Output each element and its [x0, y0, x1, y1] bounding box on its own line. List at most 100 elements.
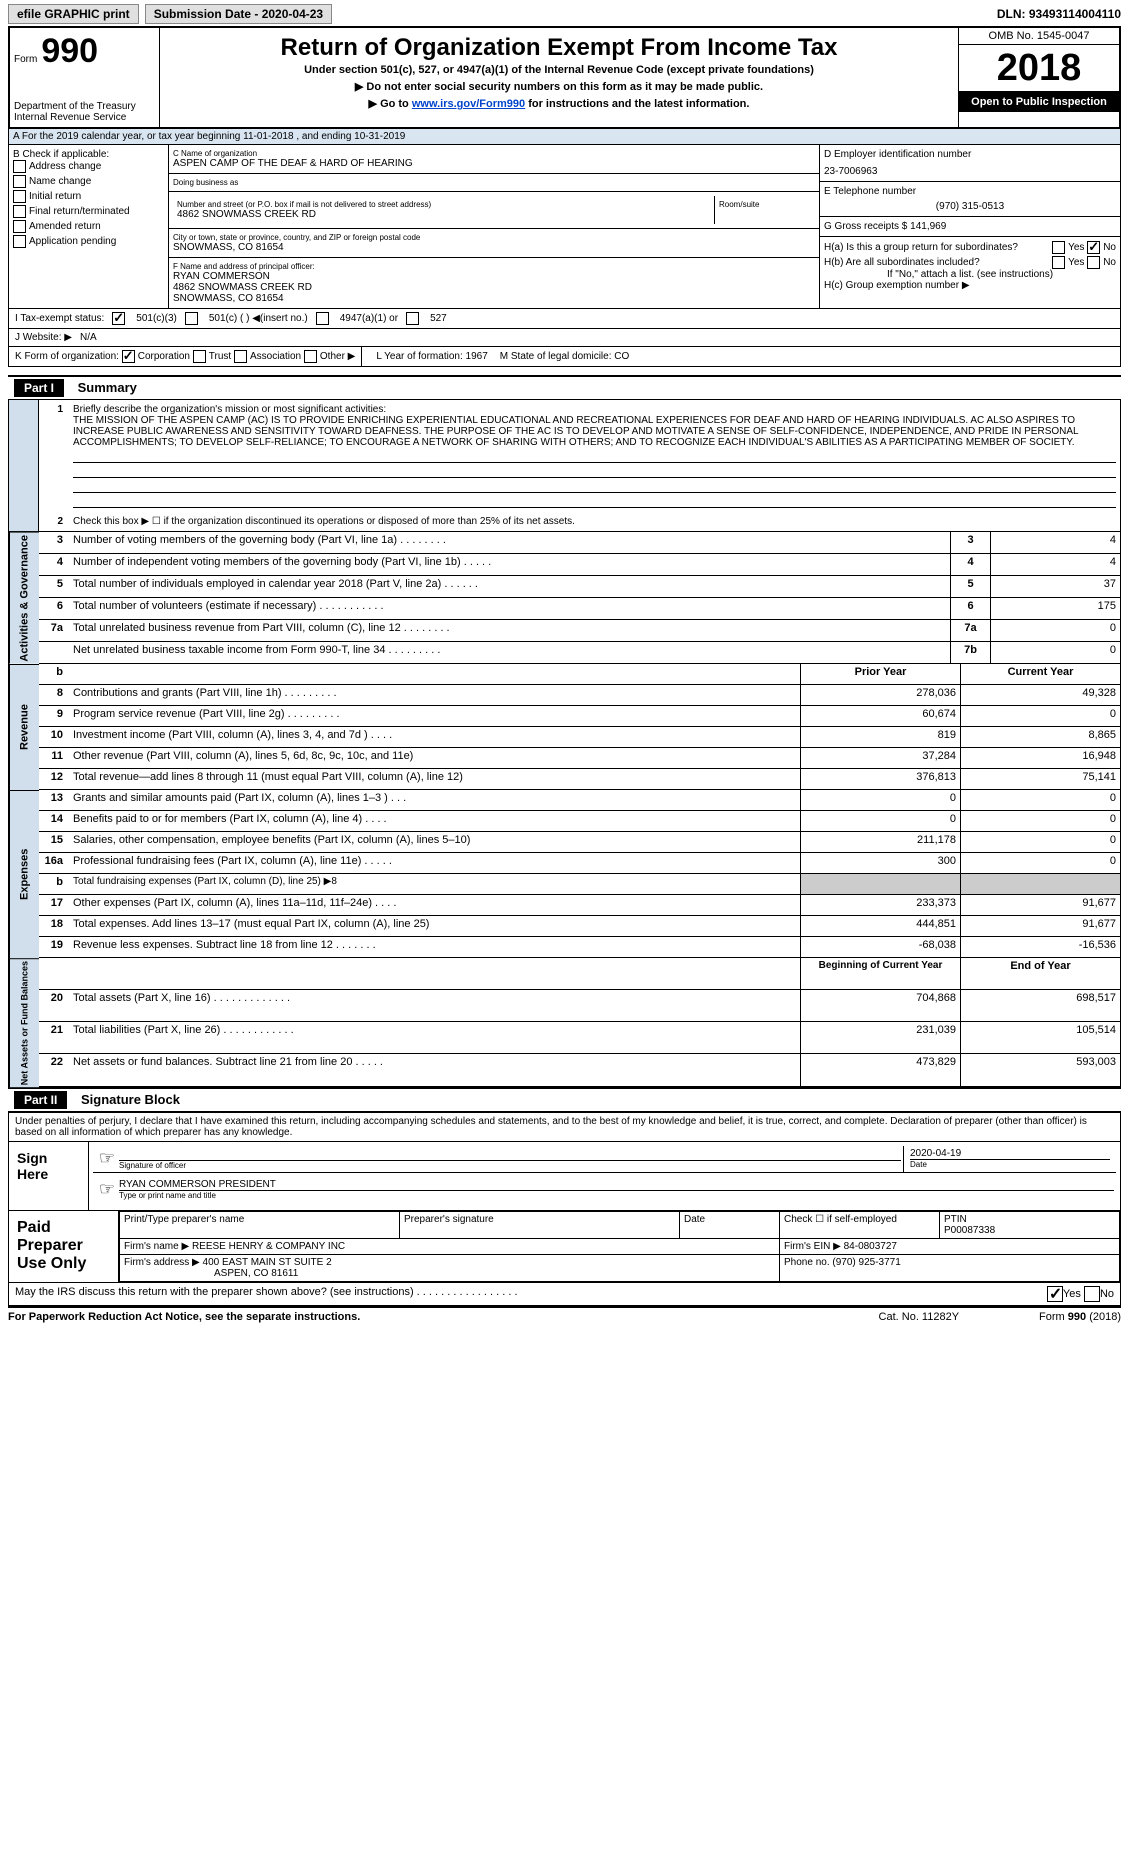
perjury-intro: Under penalties of perjury, I declare th…: [9, 1113, 1120, 1142]
501c3-checkbox[interactable]: [112, 312, 125, 325]
h-c-label: H(c) Group exemption number ▶: [824, 280, 1116, 291]
preparer-table: Print/Type preparer's name Preparer's si…: [119, 1211, 1120, 1282]
final-row: For Paperwork Reduction Act Notice, see …: [8, 1306, 1121, 1326]
l13-py: 0: [800, 790, 960, 811]
amended-return-checkbox[interactable]: [13, 220, 26, 233]
form-org-label: K Form of organization:: [15, 351, 119, 362]
527-checkbox[interactable]: [406, 312, 419, 325]
net-assets-grid: Net Assets or Fund Balances Beginning of…: [8, 958, 1121, 1087]
l20-py: 704,868: [800, 990, 960, 1022]
side-netassets: Net Assets or Fund Balances: [9, 958, 39, 1087]
other-checkbox[interactable]: [304, 350, 317, 363]
activities-governance-grid: Activities & Governance 3Number of votin…: [8, 532, 1121, 664]
top-bar: efile GRAPHIC print Submission Date - 20…: [8, 4, 1121, 24]
initial-return-checkbox[interactable]: [13, 190, 26, 203]
irs-link[interactable]: www.irs.gov/Form990: [412, 98, 525, 110]
l17-py: 233,373: [800, 895, 960, 916]
trust-checkbox[interactable]: [193, 350, 206, 363]
form-title: Return of Organization Exempt From Incom…: [164, 34, 954, 62]
l22-cy: 593,003: [960, 1054, 1120, 1086]
mission-label: Briefly describe the organization's miss…: [73, 404, 1116, 415]
officer-typed-label: Type or print name and title: [119, 1190, 1114, 1200]
goto-post: for instructions and the latest informat…: [525, 98, 749, 110]
gross-receipts-label: G Gross receipts $: [824, 221, 907, 232]
l12-cy: 75,141: [960, 769, 1120, 790]
part1-title: Summary: [78, 380, 137, 395]
cat-number: Cat. No. 11282Y: [879, 1311, 960, 1323]
firm-name: REESE HENRY & COMPANY INC: [192, 1241, 345, 1252]
form-subtitle: Under section 501(c), 527, or 4947(a)(1)…: [164, 64, 954, 76]
amended-return-label: Amended return: [29, 221, 101, 232]
firm-name-label: Firm's name ▶: [124, 1241, 189, 1252]
address-change-checkbox[interactable]: [13, 160, 26, 173]
year-formation: 1967: [466, 351, 488, 362]
line4-val: 4: [990, 554, 1120, 576]
city-value: SNOWMASS, CO 81654: [173, 242, 815, 253]
l11-py: 37,284: [800, 748, 960, 769]
hb-no-checkbox[interactable]: [1087, 256, 1100, 269]
prep-sig-label: Preparer's signature: [400, 1211, 680, 1238]
ha-no-checkbox[interactable]: [1087, 241, 1100, 254]
ssn-note: ▶ Do not enter social security numbers o…: [164, 80, 954, 93]
l15-cy: 0: [960, 832, 1120, 853]
firm-ein-label: Firm's EIN ▶: [784, 1241, 841, 1252]
app-pending-checkbox[interactable]: [13, 235, 26, 248]
org-name-label: C Name of organization: [173, 149, 815, 158]
state-domicile-label: M State of legal domicile:: [500, 351, 612, 362]
line5-val: 37: [990, 576, 1120, 598]
side-expenses: Expenses: [9, 790, 39, 958]
part2-title-row: Part II Signature Block: [8, 1087, 1121, 1112]
l11-cy: 16,948: [960, 748, 1120, 769]
ptin-value: P00087338: [944, 1225, 995, 1236]
name-change-checkbox[interactable]: [13, 175, 26, 188]
l16a-py: 300: [800, 853, 960, 874]
line3-val: 4: [990, 532, 1120, 554]
address-change-label: Address change: [29, 161, 101, 172]
firm-ein: 84-0803727: [844, 1241, 897, 1252]
discuss-text: May the IRS discuss this return with the…: [15, 1286, 518, 1302]
final-return-checkbox[interactable]: [13, 205, 26, 218]
discuss-no-checkbox[interactable]: [1084, 1286, 1100, 1302]
l19-cy: -16,536: [960, 937, 1120, 958]
officer-addr1: 4862 SNOWMASS CREEK RD: [173, 282, 815, 293]
sig-officer-label: Signature of officer: [119, 1160, 901, 1170]
form-label: Form: [14, 54, 37, 65]
prep-name-label: Print/Type preparer's name: [120, 1211, 400, 1238]
expenses-grid: Expenses 13Grants and similar amounts pa…: [8, 790, 1121, 958]
officer-name: RYAN COMMERSON: [173, 271, 815, 282]
col-b-title: B Check if applicable:: [13, 149, 164, 160]
efile-print-button[interactable]: efile GRAPHIC print: [8, 4, 139, 24]
form-number: 990: [41, 32, 98, 71]
signature-block: Under penalties of perjury, I declare th…: [8, 1112, 1121, 1283]
sig-date-label: Date: [910, 1159, 1110, 1169]
assoc-checkbox[interactable]: [234, 350, 247, 363]
l16a-cy: 0: [960, 853, 1120, 874]
paperwork-notice: For Paperwork Reduction Act Notice, see …: [8, 1311, 879, 1323]
line7a-val: 0: [990, 620, 1120, 642]
ha-yes-checkbox[interactable]: [1052, 241, 1065, 254]
l13-cy: 0: [960, 790, 1120, 811]
goto-pre: ▶ Go to: [369, 98, 412, 110]
side-revenue: Revenue: [9, 664, 39, 790]
hb-yes-checkbox[interactable]: [1052, 256, 1065, 269]
addr-label: Number and street (or P.O. box if mail i…: [177, 200, 710, 209]
corp-checkbox[interactable]: [122, 350, 135, 363]
h-b-note: If "No," attach a list. (see instruction…: [824, 269, 1116, 280]
final-return-label: Final return/terminated: [29, 206, 130, 217]
form-header: Form 990 Department of the Treasury Inte…: [8, 26, 1121, 129]
submission-date: Submission Date - 2020-04-23: [145, 4, 332, 24]
l12-py: 376,813: [800, 769, 960, 790]
discuss-yes-checkbox[interactable]: [1047, 1286, 1063, 1302]
department-label: Department of the Treasury Internal Reve…: [14, 101, 155, 123]
l15-py: 211,178: [800, 832, 960, 853]
tax-year: 2018: [959, 45, 1119, 92]
discuss-row: May the IRS discuss this return with the…: [8, 1283, 1121, 1306]
501c-checkbox[interactable]: [185, 312, 198, 325]
l19-py: -68,038: [800, 937, 960, 958]
ein-value: 23-7006963: [824, 166, 1116, 177]
firm-addr1: 400 EAST MAIN ST SUITE 2: [203, 1257, 332, 1268]
l9-py: 60,674: [800, 706, 960, 727]
l21-py: 231,039: [800, 1022, 960, 1054]
4947-checkbox[interactable]: [316, 312, 329, 325]
l9-cy: 0: [960, 706, 1120, 727]
